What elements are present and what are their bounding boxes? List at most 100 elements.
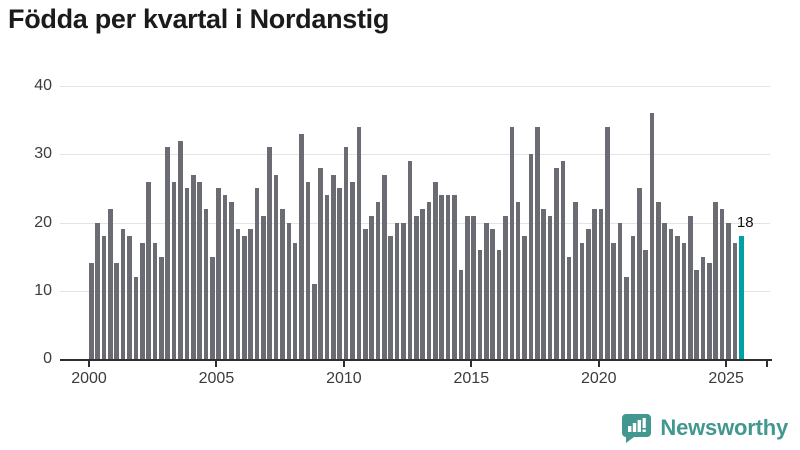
- bar: [675, 236, 680, 359]
- bar: [573, 202, 578, 359]
- speech-bubble-shape: [622, 414, 652, 443]
- bar: [617, 222, 623, 359]
- bar: [369, 215, 374, 359]
- bar: [261, 215, 266, 359]
- bar: [605, 126, 610, 359]
- bar: [375, 202, 381, 359]
- bar: [95, 222, 100, 359]
- bar: [560, 161, 566, 359]
- gridline-30: [60, 154, 770, 156]
- bar: [630, 236, 636, 359]
- bar: [452, 195, 457, 359]
- y-axis-label-10: 10: [34, 281, 52, 299]
- bar: [171, 181, 177, 359]
- bar: [509, 126, 515, 359]
- bar-highlighted: [738, 236, 744, 359]
- bar: [305, 181, 311, 359]
- bar: [445, 195, 451, 359]
- bar: [700, 256, 706, 359]
- bar: [146, 181, 151, 359]
- bar: [394, 222, 400, 359]
- newsworthy-wordmark: Newsworthy: [660, 415, 788, 440]
- x-tick-2000: [88, 361, 90, 367]
- bar: [331, 174, 336, 359]
- x-tick-2020: [597, 361, 600, 367]
- bar: [101, 236, 107, 359]
- chart-title: Födda per kvartal i Nordanstig: [8, 4, 390, 34]
- bar: [649, 113, 655, 359]
- bar: [579, 242, 585, 359]
- bar: [165, 147, 171, 359]
- bar: [592, 208, 597, 359]
- bar-glyph-large: [638, 420, 642, 432]
- bar: [687, 215, 693, 359]
- newsworthy-icon: [622, 414, 652, 443]
- x-tick-2005: [215, 361, 218, 367]
- highlight-value-label: 18: [736, 214, 754, 232]
- bar: [337, 188, 343, 359]
- x-axis-label-2015: 2015: [453, 370, 490, 387]
- bar: [407, 161, 413, 359]
- bar: [318, 167, 323, 359]
- bar: [464, 215, 470, 359]
- bar: [222, 195, 228, 359]
- bar: [681, 242, 687, 359]
- bar: [541, 208, 546, 359]
- x-axis-label-2010: 2010: [326, 370, 362, 387]
- bar: [420, 208, 425, 359]
- bar: [190, 174, 196, 359]
- exclamation-dot: [643, 429, 647, 432]
- bar: [719, 208, 725, 359]
- bar: [299, 133, 304, 359]
- y-axis-label-20: 20: [34, 213, 52, 231]
- bar: [203, 208, 209, 359]
- exclamation-stem: [643, 418, 647, 428]
- x-tick-2025: [725, 361, 728, 367]
- bar: [662, 222, 668, 359]
- bar: [248, 229, 253, 359]
- bar: [484, 222, 489, 359]
- y-axis-label-30: 30: [34, 145, 52, 163]
- bar: [241, 236, 247, 359]
- bar: [554, 167, 559, 359]
- gridline-40: [60, 86, 770, 87]
- x-tick-2015: [470, 361, 473, 367]
- bar: [401, 222, 406, 359]
- bar: [668, 229, 674, 359]
- bar: [624, 277, 629, 359]
- bar: [292, 242, 298, 359]
- bar: [350, 181, 355, 359]
- x-tick-end: [766, 361, 768, 367]
- y-axis-label-0: 0: [43, 350, 52, 367]
- bar-glyph-small: [628, 426, 632, 432]
- bar: [152, 242, 158, 359]
- x-tick-2010: [342, 361, 345, 367]
- bar-glyph-medium: [633, 423, 637, 432]
- bar: [388, 236, 394, 359]
- newsworthy-logo: Newsworthy: [621, 413, 788, 443]
- bar: [426, 202, 432, 359]
- bar: [114, 263, 120, 359]
- bar: [254, 188, 260, 359]
- bar: [267, 147, 272, 359]
- bar: [566, 256, 572, 359]
- bar: [535, 126, 540, 359]
- bar: [503, 215, 508, 359]
- bar: [439, 195, 445, 359]
- bar: [458, 270, 464, 359]
- bar: [235, 229, 241, 359]
- bar: [490, 229, 495, 359]
- bar: [312, 283, 317, 359]
- bar: [343, 147, 349, 359]
- x-axis-label-2020: 2020: [580, 370, 617, 387]
- bar: [120, 229, 126, 359]
- bar: [515, 202, 521, 359]
- bar: [382, 174, 387, 359]
- bar: [89, 263, 94, 359]
- bar: [496, 249, 502, 359]
- bar: [643, 249, 648, 359]
- bar: [178, 140, 183, 359]
- bar: [280, 208, 285, 359]
